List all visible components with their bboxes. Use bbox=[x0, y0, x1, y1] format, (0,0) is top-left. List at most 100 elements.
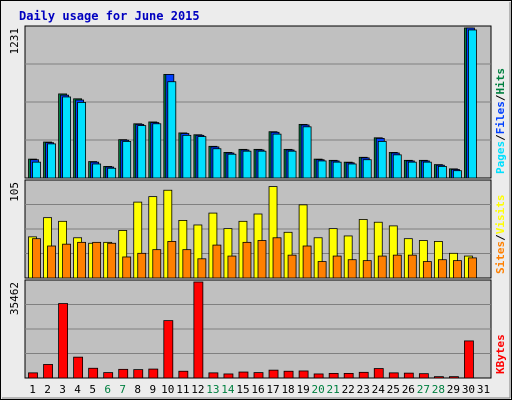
bar-kbytes-day-30 bbox=[464, 340, 474, 379]
bar-kbytes-day-24 bbox=[373, 368, 384, 379]
x-tick-day-22: 22 bbox=[342, 383, 355, 396]
bar-kbytes-day-8 bbox=[133, 369, 144, 379]
x-tick-day-15: 15 bbox=[236, 383, 249, 396]
bar-pages-day-14 bbox=[227, 153, 237, 179]
x-tick-day-25: 25 bbox=[387, 383, 400, 396]
panel-kbytes-scale-max: 35462 bbox=[8, 282, 21, 315]
bar-sites-day-5 bbox=[92, 241, 102, 279]
legend-sites: Sites bbox=[494, 241, 507, 274]
bar-sites-day-21 bbox=[332, 255, 342, 279]
bar-pages-day-18 bbox=[287, 150, 297, 179]
bar-sites-day-8 bbox=[137, 252, 147, 279]
bar-pages-day-13 bbox=[212, 148, 222, 179]
legend-separator: / bbox=[494, 134, 507, 141]
bar-sites-day-28 bbox=[437, 259, 447, 279]
x-tick-day-6: 6 bbox=[104, 383, 111, 396]
bar-kbytes-day-26 bbox=[403, 372, 414, 379]
bar-sites-day-13 bbox=[212, 244, 222, 279]
panel-kbytes-series-legend: KBytes bbox=[494, 334, 507, 374]
bar-pages-day-4 bbox=[77, 102, 87, 179]
legend-pages: Pages bbox=[494, 141, 507, 174]
bar-pages-day-17 bbox=[272, 133, 282, 179]
bar-kbytes-day-21 bbox=[328, 372, 339, 379]
bar-sites-day-24 bbox=[377, 255, 387, 279]
bar-sites-day-3 bbox=[62, 243, 71, 279]
bar-pages-day-22 bbox=[347, 163, 357, 179]
bar-pages-day-16 bbox=[257, 150, 267, 179]
bar-pages-day-7 bbox=[122, 141, 132, 179]
bar-sites-day-18 bbox=[287, 254, 297, 279]
bar-kbytes-day-25 bbox=[388, 372, 399, 379]
bar-sites-day-23 bbox=[362, 260, 372, 279]
x-tick-day-4: 4 bbox=[74, 383, 81, 396]
bar-pages-day-12 bbox=[197, 136, 207, 179]
x-tick-day-9: 9 bbox=[149, 383, 156, 396]
bar-sites-day-1 bbox=[32, 238, 41, 279]
bar-pages-day-3 bbox=[62, 96, 71, 179]
x-tick-day-23: 23 bbox=[357, 383, 370, 396]
bar-kbytes-day-15 bbox=[238, 371, 249, 379]
bar-kbytes-day-16 bbox=[253, 372, 264, 379]
bar-kbytes-day-4 bbox=[73, 356, 84, 379]
x-tick-day-11: 11 bbox=[176, 383, 189, 396]
x-tick-day-18: 18 bbox=[281, 383, 294, 396]
bar-pages-day-25 bbox=[392, 154, 402, 179]
bar-kbytes-day-1 bbox=[28, 372, 38, 379]
bar-pages-day-9 bbox=[152, 123, 162, 179]
bar-pages-day-10 bbox=[167, 81, 177, 179]
x-tick-day-3: 3 bbox=[59, 383, 66, 396]
bar-sites-day-7 bbox=[122, 256, 132, 279]
bar-pages-day-2 bbox=[47, 143, 56, 179]
bar-sites-day-19 bbox=[302, 245, 312, 279]
bar-sites-day-25 bbox=[392, 254, 402, 279]
bar-pages-day-28 bbox=[437, 166, 447, 179]
bar-sites-day-29 bbox=[453, 260, 462, 279]
panel-visits-scale-max: 105 bbox=[8, 182, 21, 202]
chart-title: Daily usage for June 2015 bbox=[19, 9, 200, 23]
x-tick-day-16: 16 bbox=[251, 383, 264, 396]
bar-kbytes-day-28 bbox=[433, 376, 444, 379]
x-tick-day-30: 30 bbox=[462, 383, 475, 396]
panel-hits-series-legend: Pages/Files/Hits bbox=[494, 68, 507, 174]
x-tick-day-26: 26 bbox=[402, 383, 415, 396]
bar-sites-day-14 bbox=[227, 255, 237, 279]
legend-visits: Visits bbox=[494, 195, 507, 235]
bar-pages-day-19 bbox=[302, 126, 312, 179]
x-tick-day-19: 19 bbox=[296, 383, 309, 396]
x-tick-day-24: 24 bbox=[372, 383, 386, 396]
bar-kbytes-day-17 bbox=[268, 369, 279, 379]
bar-kbytes-day-22 bbox=[343, 372, 354, 379]
bar-sites-day-2 bbox=[47, 245, 56, 279]
bar-pages-day-11 bbox=[182, 134, 192, 179]
bar-sites-day-16 bbox=[257, 240, 267, 279]
bar-kbytes-day-27 bbox=[418, 373, 429, 379]
legend-files: Files bbox=[494, 101, 507, 134]
panel-visits-series-legend: Sites/Visits bbox=[494, 195, 507, 275]
bar-kbytes-day-11 bbox=[178, 370, 189, 379]
x-tick-day-7: 7 bbox=[119, 383, 126, 396]
legend-separator: / bbox=[494, 234, 507, 241]
bar-sites-day-9 bbox=[152, 249, 162, 279]
x-tick-day-17: 17 bbox=[266, 383, 279, 396]
bar-pages-day-29 bbox=[453, 170, 462, 179]
bar-kbytes-day-5 bbox=[88, 367, 99, 379]
bar-pages-day-6 bbox=[107, 167, 117, 179]
bar-kbytes-day-9 bbox=[148, 368, 159, 379]
bar-pages-day-15 bbox=[242, 150, 252, 179]
bar-kbytes-day-13 bbox=[208, 372, 219, 379]
x-tick-day-31: 31 bbox=[477, 383, 490, 396]
bar-sites-day-27 bbox=[422, 261, 432, 279]
x-tick-day-2: 2 bbox=[44, 383, 51, 396]
x-tick-day-27: 27 bbox=[417, 383, 430, 396]
bar-sites-day-12 bbox=[197, 258, 207, 279]
bar-sites-day-6 bbox=[107, 242, 117, 279]
bar-kbytes-day-7 bbox=[118, 368, 129, 379]
bar-kbytes-day-19 bbox=[298, 370, 309, 379]
bar-sites-day-11 bbox=[182, 249, 192, 279]
bar-kbytes-day-20 bbox=[313, 373, 324, 379]
bar-sites-day-17 bbox=[272, 237, 282, 279]
bar-kbytes-day-6 bbox=[103, 372, 114, 379]
bar-kbytes-day-18 bbox=[283, 370, 294, 379]
x-tick-day-5: 5 bbox=[89, 383, 96, 396]
